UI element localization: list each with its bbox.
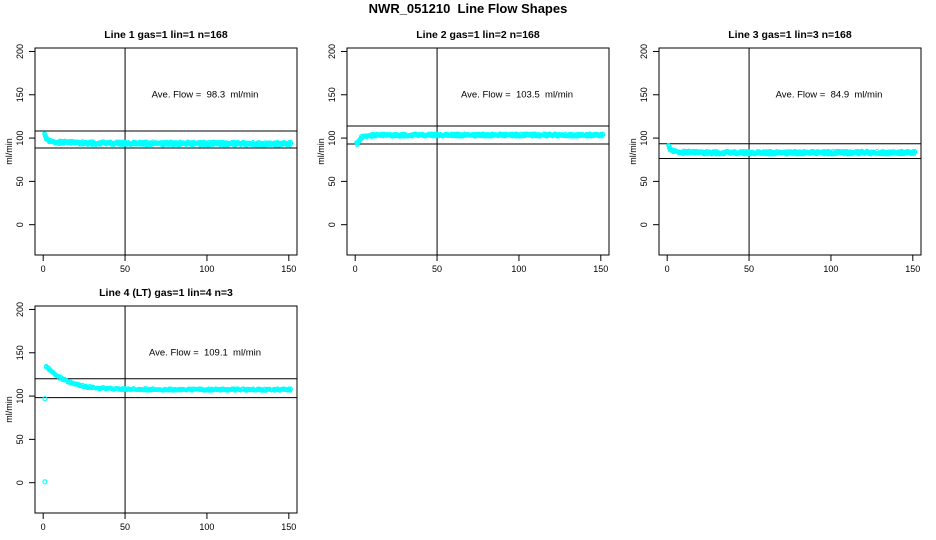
figure-title: NWR_051210 Line Flow Shapes: [368, 1, 568, 16]
panel-title: Line 3 gas=1 lin=3 n=168: [728, 29, 852, 41]
panel-title: Line 1 gas=1 lin=1 n=168: [104, 29, 228, 41]
plot-box: [34, 305, 298, 514]
panel-title: Line 2 gas=1 lin=2 n=168: [416, 29, 540, 41]
panel-line-1: 0 50 100 150 200 0 50 100 150 ml/min Line 1 gas=1…: [0, 22, 312, 282]
y-tick-label: 200: [639, 44, 649, 59]
y-tick-label: 100: [15, 131, 25, 146]
panel-plot: 0 50 100 150 200 0 50 100 150 ml/min: [628, 44, 922, 274]
panel-line-3: 0 50 100 150 200 0 50 100 150 ml/min Line 3 gas=1…: [624, 22, 936, 282]
x-tick-label: 150: [593, 264, 608, 274]
data-point: [912, 149, 918, 155]
x-tick-label: 50: [744, 264, 754, 274]
ave-flow-annotation: Ave. Flow = 103.5 ml/min: [460, 89, 574, 101]
panel-line-2: 0 50 100 150 200 0 50 100 150 ml/min Line 2 gas=1…: [312, 22, 624, 282]
y-tick-label: 0: [327, 222, 337, 227]
y-tick-label: 150: [327, 87, 337, 102]
x-tick-label: 50: [120, 264, 130, 274]
x-tick-label: 100: [199, 264, 214, 274]
x-tick-label: 100: [199, 522, 214, 532]
x-tick-label: 0: [665, 264, 670, 274]
y-tick-label: 50: [15, 176, 25, 186]
data-point: [600, 132, 606, 137]
x-tick-label: 0: [41, 264, 46, 274]
outlier-point: [42, 479, 48, 485]
y-axis-label: ml/min: [4, 396, 14, 423]
plot-box: [346, 47, 610, 256]
y-tick-label: 150: [639, 87, 649, 102]
data-points: [42, 363, 293, 485]
data-point: [261, 388, 266, 393]
x-tick-label: 0: [41, 522, 46, 532]
ave-flow-annotation: Ave. Flow = 109.1 ml/min: [148, 347, 262, 359]
data-point: [225, 387, 230, 392]
panel-title: Line 4 (LT) gas=1 lin=4 n=3: [99, 287, 233, 299]
ave-flow-annotation: Ave. Flow = 84.9 ml/min: [775, 89, 883, 101]
y-tick-label: 150: [15, 345, 25, 360]
plot-box: [658, 47, 922, 256]
outlier-point: [42, 396, 48, 402]
y-tick-label: 0: [15, 480, 25, 485]
y-axis-label: ml/min: [628, 138, 638, 165]
x-tick-label: 100: [823, 264, 838, 274]
x-tick-label: 50: [120, 522, 130, 532]
y-tick-label: 100: [639, 131, 649, 146]
panel-line-4: 0 50 100 150 200 0 50 100 150 ml/min Line 4 (LT) …: [0, 280, 312, 540]
x-tick-label: 150: [905, 264, 920, 274]
y-tick-label: 200: [15, 44, 25, 59]
y-tick-label: 150: [15, 87, 25, 102]
y-tick-label: 200: [327, 44, 337, 59]
panel-plot: 0 50 100 150 200 0 50 100 150 ml/min: [4, 302, 298, 532]
data-points: [42, 131, 294, 148]
data-points: [354, 131, 606, 148]
plot-box: [34, 47, 298, 256]
x-tick-label: 50: [432, 264, 442, 274]
ave-flow-annotation: Ave. Flow = 98.3 ml/min: [151, 89, 259, 101]
data-points: [666, 143, 918, 157]
data-point: [288, 141, 294, 146]
y-tick-label: 0: [639, 222, 649, 227]
y-tick-label: 100: [15, 389, 25, 404]
y-tick-label: 0: [15, 222, 25, 227]
x-tick-label: 100: [511, 264, 526, 274]
x-tick-label: 150: [281, 522, 296, 532]
data-point: [288, 386, 293, 392]
panel-plot: 0 50 100 150 200 0 50 100 150 ml/min: [4, 44, 298, 274]
data-point: [53, 139, 58, 145]
x-tick-label: 150: [281, 264, 296, 274]
y-tick-label: 50: [15, 434, 25, 444]
y-tick-label: 50: [639, 176, 649, 186]
y-tick-label: 200: [15, 302, 25, 317]
y-axis-label: ml/min: [4, 138, 14, 165]
y-tick-label: 100: [327, 131, 337, 146]
x-tick-label: 0: [353, 264, 358, 274]
y-axis-label: ml/min: [316, 138, 326, 165]
data-point: [62, 377, 67, 383]
panel-plot: 0 50 100 150 200 0 50 100 150 ml/min: [316, 44, 610, 274]
y-tick-label: 50: [327, 176, 337, 186]
